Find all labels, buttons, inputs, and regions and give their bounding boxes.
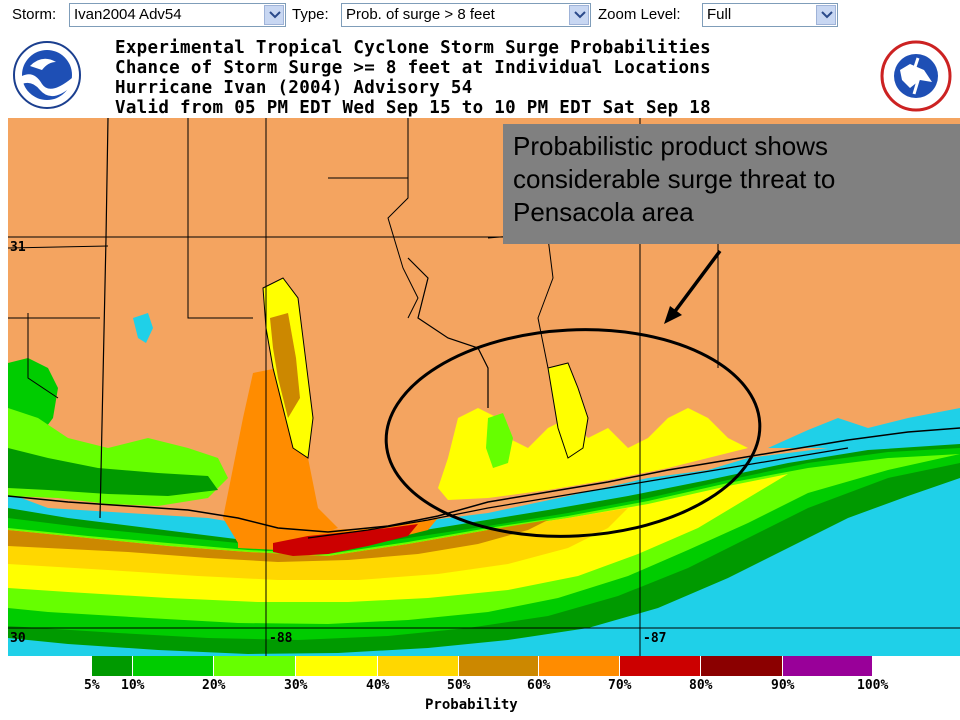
legend-tick-label: 20% — [202, 678, 226, 693]
bay-water — [768, 408, 960, 448]
legend-swatch — [539, 656, 620, 676]
callout-arrow — [671, 249, 722, 316]
header: Experimental Tropical Cyclone Storm Surg… — [0, 32, 960, 118]
county-line-8 — [27, 313, 59, 399]
zoom-select[interactable]: Full — [702, 3, 838, 27]
legend-swatch — [701, 656, 783, 676]
legend-tick-label: 5% — [84, 678, 100, 693]
lon-label-88: -88 — [269, 631, 293, 646]
probability-legend: 5% 10% 20% 30% 40% 50% 60% 70% 80% 90% 100% Probab… — [0, 656, 960, 720]
storm-select-value: Ivan2004 Adv54 — [74, 6, 182, 23]
county-line-2 — [8, 245, 109, 249]
legend-swatch — [620, 656, 701, 676]
band-40pct — [8, 508, 628, 580]
storm-label: Storm: — [12, 6, 57, 23]
band-70pct — [273, 524, 418, 556]
type-select[interactable]: Prob. of surge > 8 feet — [341, 3, 591, 27]
legend-swatch — [296, 656, 378, 676]
inland-lake — [133, 313, 153, 343]
legend-swatch — [133, 656, 214, 676]
mobile-bay-inner — [270, 313, 300, 418]
highlight-ellipse — [384, 328, 762, 538]
pensacola-bay-area — [438, 408, 748, 500]
county-line-4 — [387, 118, 419, 319]
lon-label-87: -87 — [643, 631, 667, 646]
title-line-4: Valid from 05 PM EDT Wed Sep 15 to 10 PM… — [115, 98, 711, 118]
chevron-down-icon[interactable] — [569, 5, 589, 25]
chevron-down-icon[interactable] — [264, 5, 284, 25]
toolbar: Storm: Ivan2004 Adv54 Type: Prob. of sur… — [0, 0, 960, 32]
legend-tick-label: 50% — [447, 678, 471, 693]
escambia-bay — [547, 362, 589, 459]
coastline — [8, 427, 960, 533]
map-canvas — [8, 118, 960, 656]
legend-swatch — [378, 656, 459, 676]
lat-label-31: 31 — [10, 240, 26, 255]
legend-tick-label: 100% — [857, 678, 889, 693]
legend-tick-label: 80% — [689, 678, 713, 693]
chevron-down-icon[interactable] — [816, 5, 836, 25]
zoom-label: Zoom Level: — [598, 6, 681, 23]
surge-probability-map: 31 30 -88 -87 — [8, 118, 960, 656]
legend-swatch — [214, 656, 296, 676]
type-select-value: Prob. of surge > 8 feet — [346, 6, 495, 23]
legend-title: Probability — [425, 697, 518, 713]
legend-tick-label: 10% — [121, 678, 145, 693]
title-line-1: Experimental Tropical Cyclone Storm Surg… — [115, 38, 711, 58]
legend-swatch — [92, 656, 133, 676]
title-line-3: Hurricane Ivan (2004) Advisory 54 — [115, 78, 473, 98]
al-fl-border — [407, 257, 489, 408]
title-line-2: Chance of Storm Surge >= 8 feet at Indiv… — [115, 58, 711, 78]
zoom-select-value: Full — [707, 6, 732, 23]
legend-swatch — [783, 656, 873, 676]
arrowhead-icon — [664, 306, 682, 324]
legend-swatch — [459, 656, 539, 676]
perdido-bay — [486, 413, 513, 468]
legend-tick-label: 30% — [284, 678, 308, 693]
county-line-7 — [537, 237, 554, 369]
lat-label-30: 30 — [10, 631, 26, 646]
legend-tick-label: 40% — [366, 678, 390, 693]
legend-tick-label: 60% — [527, 678, 551, 693]
ms-al-border — [99, 118, 109, 519]
annotation-callout: Probabilistic product shows considerable… — [503, 124, 960, 244]
county-line-3 — [187, 118, 253, 319]
storm-select[interactable]: Ivan2004 Adv54 — [69, 3, 286, 27]
west-coastal-dark-fringe — [8, 448, 218, 496]
barrier-island — [307, 447, 849, 539]
band-60pct-bay — [223, 368, 338, 548]
legend-tick-label: 70% — [608, 678, 632, 693]
nws-logo-icon — [880, 40, 952, 112]
band-50pct — [8, 520, 548, 562]
noaa-logo-icon — [13, 41, 81, 109]
callout-text: Probabilistic product shows considerable… — [513, 131, 836, 227]
type-label: Type: — [292, 6, 329, 23]
legend-tick-label: 90% — [771, 678, 795, 693]
